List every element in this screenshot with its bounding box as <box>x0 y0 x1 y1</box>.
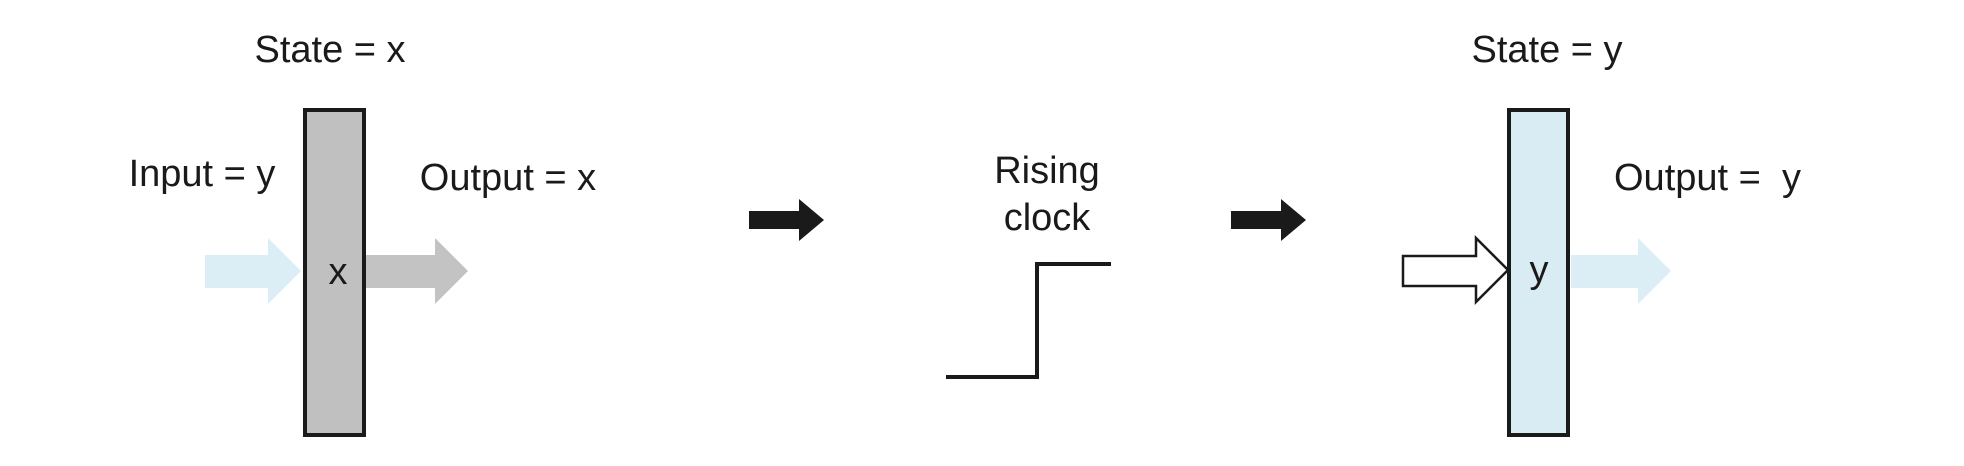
after-panel: State = y Output = y y <box>1401 29 1801 437</box>
after-register-value: y <box>1530 249 1549 291</box>
before-input-arrow <box>205 238 301 304</box>
clock-panel: Rising clock <box>946 150 1111 379</box>
after-output-label: Output = y <box>1614 157 1801 199</box>
before-output-label: Output = x <box>420 157 596 199</box>
before-input-label: Input = y <box>129 153 276 195</box>
transition-arrow-icon <box>749 199 824 241</box>
rising-edge-waveform-icon <box>946 262 1111 379</box>
before-panel: State = x Input = y Output = x x <box>129 29 596 437</box>
before-output-arrow <box>366 238 468 304</box>
clock-label-line2: clock <box>1004 197 1092 239</box>
after-state-label: State = y <box>1471 29 1622 71</box>
after-output-arrow <box>1571 238 1671 304</box>
after-register-bar <box>1507 108 1570 437</box>
clock-label-line1: Rising <box>994 150 1100 192</box>
before-register-bar <box>303 108 366 437</box>
before-register-value: x <box>329 251 348 293</box>
transition-arrow-icon <box>1231 199 1306 241</box>
after-input-arrow <box>1401 234 1510 306</box>
before-state-label: State = x <box>254 29 405 71</box>
